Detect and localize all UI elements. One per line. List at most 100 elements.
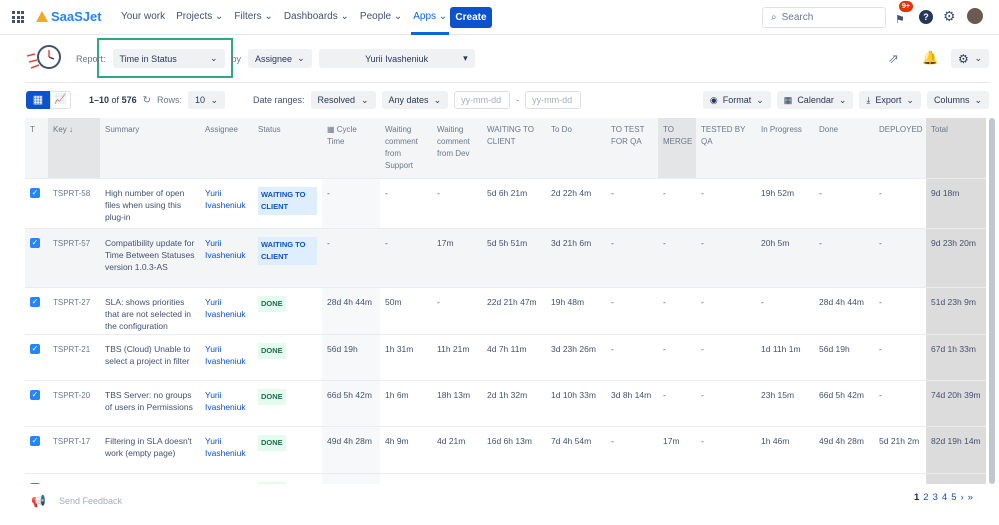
search-input[interactable]: ⌕ Search (762, 7, 886, 28)
format-button[interactable]: ◉ Format ⌄ (702, 91, 771, 109)
nav-filters[interactable]: Filters ⌄ (234, 11, 273, 22)
next-page[interactable]: › (960, 492, 964, 503)
nav-projects[interactable]: Projects ⌄ (176, 11, 224, 22)
date-from-input[interactable]: yy-mm-dd (454, 91, 511, 109)
column-header-label: Summary (105, 125, 140, 134)
column-header[interactable]: WAITING TO CLIENT (482, 118, 546, 179)
column-header[interactable]: Assignee (200, 118, 253, 179)
column-header[interactable]: Key ↓ (48, 118, 100, 179)
row-checkbox[interactable]: ✓ (30, 483, 40, 484)
issue-key[interactable]: TSPRT-20 (53, 391, 91, 400)
page-2[interactable]: 2 (923, 492, 929, 503)
rows-select[interactable]: 10 ⌄ (188, 91, 226, 109)
time-cell: 49d 4h 28m (322, 426, 380, 474)
column-header[interactable]: DEPLOYED (874, 118, 926, 179)
report-settings-button[interactable]: ⚙ ⌄ (951, 49, 989, 68)
last-page[interactable]: » (967, 492, 973, 503)
column-header[interactable]: Total (926, 118, 986, 179)
column-header[interactable]: Done (814, 118, 874, 179)
time-value: - (879, 238, 882, 248)
bell-icon[interactable]: 🔔 (922, 50, 939, 65)
page-3[interactable]: 3 (932, 492, 938, 503)
row-checkbox[interactable]: ✓ (30, 297, 40, 307)
app-switcher-icon[interactable] (12, 11, 24, 23)
logo[interactable]: SaaSJet (36, 9, 102, 24)
checkbox-cell[interactable]: ✓ (25, 334, 48, 381)
assignee-link[interactable]: Yurii Ivasheniuk (205, 238, 246, 260)
refresh-icon[interactable]: ↻ (142, 94, 151, 106)
row-checkbox[interactable]: ✓ (30, 188, 40, 198)
table-row[interactable]: ✓ TSPRT-58 High number of open files when … (25, 178, 986, 229)
page-4[interactable]: 4 (941, 492, 948, 503)
page-5[interactable]: 5 (951, 492, 957, 503)
chart-view-icon[interactable]: 📈 (50, 91, 71, 109)
issue-key[interactable]: TSPRT-57 (53, 239, 91, 248)
send-feedback-link[interactable]: Send Feedback (59, 496, 123, 506)
row-checkbox[interactable]: ✓ (30, 436, 40, 446)
notifications-icon[interactable]: ⚑ (895, 14, 905, 26)
issue-key[interactable]: TSPRT-27 (53, 298, 91, 307)
group-by-select[interactable]: Assignee ⌄ (248, 49, 312, 68)
column-header[interactable]: Waiting comment from Dev (432, 118, 482, 179)
grid-view-icon[interactable]: ▦ (26, 91, 50, 109)
table-row[interactable]: ✓ TSPRT-27 SLA: shows priorities that are … (25, 287, 986, 335)
time-value: 5d 6h 21m (487, 188, 528, 198)
date-preset-select[interactable]: Any dates ⌄ (381, 91, 449, 109)
column-header[interactable]: T (25, 118, 48, 179)
assignee-link[interactable]: Yurii Ivasheniuk (205, 483, 246, 484)
time-value: 28d 4h 44m (819, 297, 864, 307)
row-checkbox[interactable]: ✓ (30, 238, 40, 248)
row-checkbox[interactable]: ✓ (30, 390, 40, 400)
nav-your-work[interactable]: Your work (121, 11, 166, 22)
issue-key[interactable]: TSPRT-21 (53, 345, 91, 354)
nav-people[interactable]: People ⌄ (359, 11, 403, 22)
date-ranges-label: Date ranges: (253, 95, 305, 105)
columns-button[interactable]: Columns ⌄ (926, 91, 989, 109)
date-to-input[interactable]: yy-mm-dd (525, 91, 582, 109)
table-row[interactable]: ✓ TSPRT-20 TBS Server: no groups of users … (25, 380, 986, 427)
settings-icon[interactable]: ⚙ (943, 8, 956, 24)
table-row[interactable]: ✓ TSPRT-57 Compatibility update for Time B… (25, 228, 986, 288)
table-scrollbar[interactable] (989, 118, 995, 484)
help-icon[interactable]: ? (919, 10, 933, 24)
table-row[interactable]: ✓ TSPRT-21 TBS (Cloud) Unable to select a … (25, 334, 986, 381)
report-type-select[interactable]: Time in Status ⌄ (112, 49, 225, 68)
page-1[interactable]: 1 (914, 492, 920, 503)
checkbox-cell[interactable]: ✓ (25, 287, 48, 335)
user-select[interactable]: Yurii Ivasheniuk ▾ (318, 49, 475, 68)
nav-apps[interactable]: Apps ⌄ (411, 11, 450, 35)
column-header[interactable]: TO MERGE (658, 118, 696, 179)
assignee-link[interactable]: Yurii Ivasheniuk (205, 297, 246, 319)
column-header[interactable]: Waiting comment from Support (380, 118, 432, 179)
nav-dashboards[interactable]: Dashboards ⌄ (283, 11, 349, 22)
share-icon[interactable]: ⇗ (888, 51, 899, 66)
row-checkbox[interactable]: ✓ (30, 344, 40, 354)
assignee-link[interactable]: Yurii Ivasheniuk (205, 188, 246, 210)
column-header[interactable]: ▦ Cycle Time (322, 118, 380, 179)
column-header[interactable]: TO TEST FOR QA (606, 118, 658, 179)
assignee-link[interactable]: Yurii Ivasheniuk (205, 436, 246, 458)
issue-key[interactable]: TSPRT-58 (53, 189, 91, 198)
checkbox-cell[interactable]: ✓ (25, 228, 48, 288)
checkbox-cell[interactable]: ✓ (25, 426, 48, 474)
column-header[interactable]: To Do (546, 118, 606, 179)
column-header[interactable]: In Progress (756, 118, 814, 179)
notification-badge: 9+ (899, 1, 913, 12)
avatar[interactable] (967, 8, 983, 24)
checkbox-cell[interactable]: ✓ (25, 380, 48, 427)
assignee-link[interactable]: Yurii Ivasheniuk (205, 390, 246, 412)
column-header[interactable]: Summary (100, 118, 200, 179)
assignee-link[interactable]: Yurii Ivasheniuk (205, 344, 246, 366)
assignee-cell: Yurii Ivasheniuk (200, 426, 253, 474)
column-header[interactable]: TESTED BY QA (696, 118, 756, 179)
checkbox-cell[interactable]: ✓ (25, 178, 48, 229)
date-field-select[interactable]: Resolved ⌄ (310, 91, 376, 109)
table-row[interactable]: ✓ TSPRT-12 All SLAs show as Yurii Ivasheniu… (25, 473, 986, 484)
calendar-button[interactable]: ▦ Calendar ⌄ (776, 91, 854, 109)
create-button[interactable]: Create (450, 7, 492, 28)
column-header[interactable]: Status (253, 118, 322, 179)
checkbox-cell[interactable]: ✓ (25, 473, 48, 484)
export-button[interactable]: ⤓ Export ⌄ (859, 91, 921, 109)
issue-key[interactable]: TSPRT-17 (53, 437, 91, 446)
table-row[interactable]: ✓ TSPRT-17 Filtering in SLA doesn't work (… (25, 426, 986, 474)
